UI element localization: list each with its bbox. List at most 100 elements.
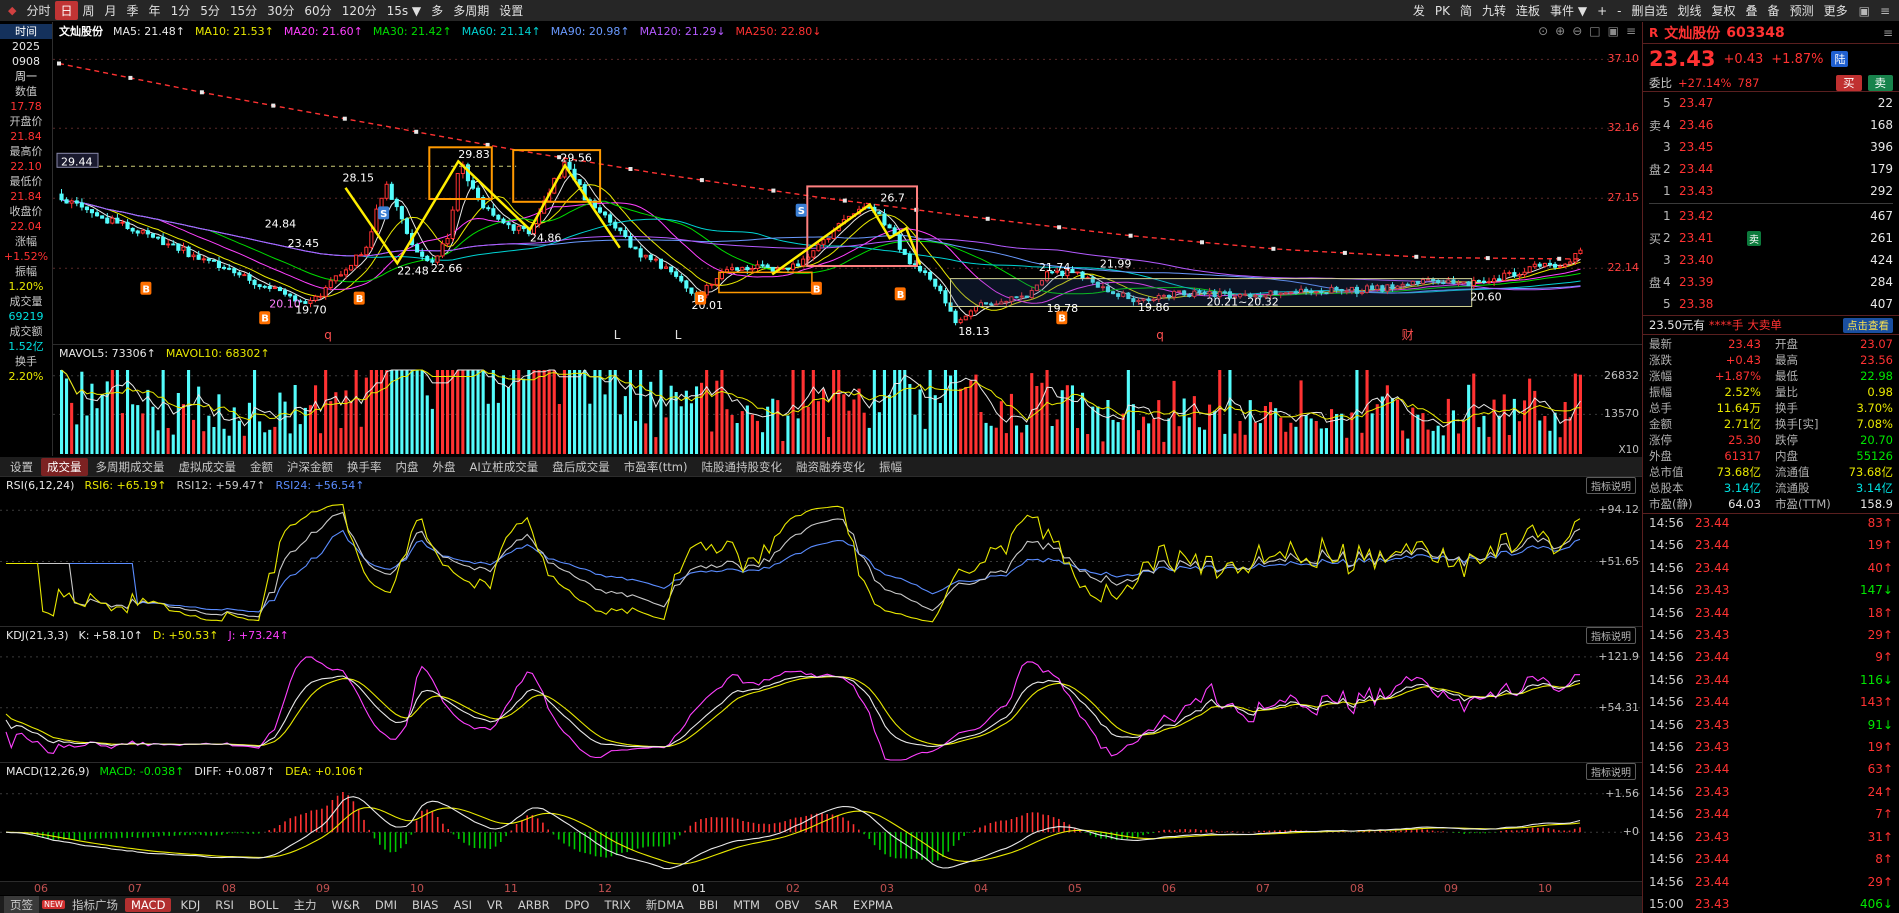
indicator-tab[interactable]: OBV bbox=[774, 897, 800, 912]
menu-icon[interactable]: ≡ bbox=[1879, 3, 1890, 18]
period-button[interactable]: 年 bbox=[148, 4, 161, 18]
indicator-help-button[interactable]: 指标说明 bbox=[1586, 763, 1636, 780]
toolbar-button[interactable]: 更多 bbox=[1823, 4, 1848, 18]
indicator-tab[interactable]: KDJ bbox=[180, 897, 201, 912]
period-button[interactable]: 周 bbox=[82, 4, 95, 18]
toolbar-button[interactable]: - bbox=[1617, 3, 1622, 18]
sub-chart-tab[interactable]: 虚拟成交量 bbox=[178, 459, 237, 474]
panel-layout-icon[interactable]: ▣ bbox=[1607, 24, 1619, 38]
tick-price: 23.43 bbox=[1695, 583, 1730, 598]
order-book-row-bid[interactable]: 盘 4 23.39 284 bbox=[1643, 271, 1899, 293]
zoom-out-icon[interactable]: ⊖ bbox=[1572, 24, 1583, 38]
tick-list[interactable]: 14:56 23.44 83↑ 14:56 23.44 19↑ 14:56 23.44 40↑ 1… bbox=[1643, 513, 1899, 913]
indicator-tab[interactable]: 新DMA bbox=[645, 897, 684, 912]
kline-plot[interactable]: 29.44 24.84 23.45 28.15 20.10 19.70 22.48 22.66… bbox=[53, 40, 1642, 344]
toolbar-button[interactable]: 叠 bbox=[1745, 4, 1758, 18]
zoom-in-icon[interactable]: ⊕ bbox=[1555, 24, 1566, 38]
sub-chart-tab[interactable]: 盘后成交量 bbox=[552, 459, 610, 474]
toolbar-button[interactable]: 多周期 bbox=[453, 4, 490, 18]
indicator-tab[interactable]: MACD bbox=[124, 897, 172, 912]
sub-chart-tab[interactable]: 设置 bbox=[10, 459, 33, 474]
order-book-row-bid[interactable]: 1 23.42 467 bbox=[1643, 205, 1899, 227]
indicator-tab[interactable]: EXPMA bbox=[852, 897, 893, 912]
tab-drawer-button[interactable]: 页签 bbox=[4, 896, 39, 913]
toolbar-button[interactable]: 简 bbox=[1459, 4, 1472, 18]
panel-menu-icon[interactable]: ≡ bbox=[1882, 25, 1893, 40]
toolbar-button[interactable]: + bbox=[1597, 3, 1608, 18]
indicator-tab[interactable]: RSI bbox=[215, 897, 234, 912]
sell-button[interactable]: 卖 bbox=[1867, 74, 1893, 91]
sub-chart-tab[interactable]: 外盘 bbox=[432, 459, 456, 474]
indicator-help-button[interactable]: 指标说明 bbox=[1586, 477, 1636, 494]
sub-chart-tab[interactable]: 内盘 bbox=[395, 459, 419, 474]
order-book-row-bid[interactable]: 3 23.40 424 bbox=[1643, 249, 1899, 271]
view-details-link[interactable]: 点击查看 bbox=[1843, 317, 1893, 333]
buy-button[interactable]: 买 bbox=[1836, 74, 1862, 91]
order-book-row-ask[interactable]: 1 23.43 292 bbox=[1643, 180, 1899, 202]
period-button[interactable]: 分时 bbox=[26, 4, 51, 18]
toolbar-button[interactable]: 发 bbox=[1412, 4, 1425, 18]
period-button[interactable]: 15s ▼ bbox=[386, 3, 422, 18]
indicator-tab[interactable]: VR bbox=[487, 897, 503, 912]
order-price: 23.44 bbox=[1679, 162, 1714, 176]
sub-chart-tab[interactable]: 市盈率(ttm) bbox=[623, 459, 688, 474]
toolbar-button[interactable]: 九转 bbox=[1482, 4, 1507, 18]
sub-chart-tab[interactable]: AI立桩成交量 bbox=[469, 459, 539, 474]
period-button[interactable]: 5分 bbox=[200, 4, 220, 18]
toolbar-button[interactable]: PK bbox=[1434, 3, 1450, 18]
indicator-help-button[interactable]: 指标说明 bbox=[1586, 627, 1636, 644]
toolbar-button[interactable]: 事件 ▼ bbox=[1550, 4, 1588, 18]
grid-icon[interactable]: □ bbox=[1589, 24, 1601, 38]
sub-chart-tab[interactable]: 成交量 bbox=[41, 457, 88, 476]
order-book-row-ask[interactable]: 3 23.45 396 bbox=[1643, 136, 1899, 158]
order-book-row-ask[interactable]: 卖 4 23.46 168 bbox=[1643, 114, 1899, 136]
toolbar-button[interactable]: 多 bbox=[431, 4, 444, 18]
sub-chart-tab[interactable]: 融资融券变化 bbox=[795, 459, 865, 474]
sub-chart-tab[interactable]: 沪深金额 bbox=[287, 459, 333, 474]
indicator-tab[interactable]: W&R bbox=[331, 897, 360, 912]
indicator-tab[interactable]: ASI bbox=[453, 897, 473, 912]
sub-chart-tab[interactable]: 陆股通持股变化 bbox=[701, 459, 782, 474]
period-button[interactable]: 30分 bbox=[267, 4, 295, 18]
indicator-tab[interactable]: 主力 bbox=[293, 897, 317, 912]
order-book-row-bid[interactable]: 5 23.38 407 bbox=[1643, 293, 1899, 315]
toolbar-button[interactable]: 划线 bbox=[1677, 4, 1702, 18]
sub-chart-tab[interactable]: 多周期成交量 bbox=[95, 459, 165, 474]
indicator-tab[interactable]: ARBR bbox=[517, 897, 550, 912]
layout-icon[interactable]: ▣ bbox=[1858, 3, 1870, 18]
period-button[interactable]: 15分 bbox=[229, 4, 258, 18]
toolbar-button[interactable]: 复权 bbox=[1711, 4, 1736, 18]
indicator-tab[interactable]: DMI bbox=[374, 897, 397, 912]
order-book-row-bid[interactable]: 买 2 23.41 卖 261 bbox=[1643, 227, 1899, 249]
order-book-row-ask[interactable]: 盘 2 23.44 179 bbox=[1643, 158, 1899, 180]
volume-plot[interactable]: X10 26832 13570 bbox=[53, 361, 1642, 456]
indicator-tab[interactable]: TRIX bbox=[604, 897, 631, 912]
period-button[interactable]: 月 bbox=[104, 4, 117, 18]
toolbar-button[interactable]: 连板 bbox=[1516, 4, 1541, 18]
indicator-tab[interactable]: SAR bbox=[814, 897, 838, 912]
indicator-tab[interactable]: DPO bbox=[564, 897, 590, 912]
crosshair-icon[interactable]: ⊙ bbox=[1538, 24, 1549, 38]
toolbar-button[interactable]: 删自选 bbox=[1631, 4, 1668, 18]
period-button[interactable]: 60分 bbox=[304, 4, 332, 18]
toolbar-button[interactable]: 设置 bbox=[499, 4, 524, 18]
indicator-tab[interactable]: BOLL bbox=[248, 897, 279, 912]
period-button[interactable]: 日 bbox=[55, 1, 78, 20]
order-book-row-ask[interactable]: 5 23.47 22 bbox=[1643, 92, 1899, 114]
macd-plot[interactable]: +1.56 +0 bbox=[0, 780, 1642, 881]
kdj-plot[interactable]: +121.9 +54.31 bbox=[0, 644, 1642, 762]
chart-menu-icon[interactable]: ≡ bbox=[1625, 24, 1636, 38]
period-button[interactable]: 1分 bbox=[170, 4, 191, 18]
indicator-market-link[interactable]: 指标广场 bbox=[71, 897, 118, 912]
period-button[interactable]: 季 bbox=[126, 4, 139, 18]
toolbar-button[interactable]: 预测 bbox=[1789, 4, 1814, 18]
sub-chart-tab[interactable]: 换手率 bbox=[347, 459, 382, 474]
period-button[interactable]: 120分 bbox=[341, 4, 377, 18]
toolbar-button[interactable]: 备 bbox=[1767, 4, 1780, 18]
indicator-tab[interactable]: BIAS bbox=[412, 897, 439, 912]
indicator-tab[interactable]: BBI bbox=[698, 897, 719, 912]
rsi-plot[interactable]: +94.12 +51.65 bbox=[0, 494, 1642, 626]
sub-chart-tab[interactable]: 振幅 bbox=[878, 459, 902, 474]
indicator-tab[interactable]: MTM bbox=[733, 897, 760, 912]
sub-chart-tab[interactable]: 金额 bbox=[250, 459, 273, 474]
